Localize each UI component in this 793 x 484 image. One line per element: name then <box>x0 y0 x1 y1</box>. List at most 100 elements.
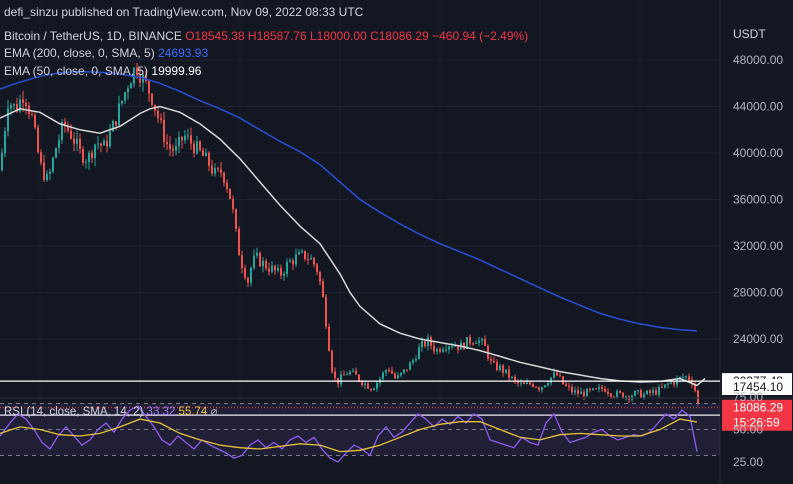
candle-body <box>547 383 549 386</box>
candle-body <box>19 99 21 112</box>
candle-body <box>262 260 264 267</box>
candle-body <box>523 382 525 384</box>
candle-body <box>10 105 12 109</box>
ema200-line <box>0 70 698 332</box>
candle-body <box>529 382 531 385</box>
ema50-legend[interactable]: EMA (50, close, 0, SMA, 5) 19999.96 <box>4 64 201 78</box>
candle-body <box>625 396 627 399</box>
candle-body <box>292 260 294 265</box>
price-axis[interactable]: USDT 48000.00 44000.00 40000.00 36000.00 3200… <box>722 27 792 431</box>
price-tick-label: 40000.00 <box>733 146 783 160</box>
candle-body <box>61 121 63 140</box>
candle-body <box>607 391 609 394</box>
candle-body <box>250 267 252 283</box>
candle-body <box>85 161 87 163</box>
candle-body <box>46 173 48 180</box>
candle-body <box>361 380 363 386</box>
candle-body <box>541 387 543 390</box>
candle-body <box>91 152 93 159</box>
candle-body <box>454 345 456 347</box>
candle-body <box>340 374 342 385</box>
candle-body <box>448 346 450 350</box>
candle-body <box>424 341 426 347</box>
candle-body <box>439 349 441 352</box>
candle-body <box>595 388 597 390</box>
rsi-tick-label: 25.00 <box>733 455 763 469</box>
candle-body <box>373 388 375 391</box>
candle-body <box>274 265 276 271</box>
ema50-label: EMA (50, close, 0, SMA, 5) <box>4 64 149 78</box>
candle-body <box>694 384 696 391</box>
candle-body <box>457 345 459 350</box>
candle-body <box>97 143 99 145</box>
candle-body <box>520 382 522 384</box>
candle-body <box>82 148 84 163</box>
candle-body <box>355 370 357 375</box>
candle-body <box>604 388 606 392</box>
rsi-legend[interactable]: RSI (14, close, SMA, 14, 2) 33.32 55.74 … <box>4 404 217 418</box>
candle-body <box>445 349 447 351</box>
candle-body <box>646 390 648 395</box>
candle-body <box>295 254 297 265</box>
candle-body <box>100 143 102 146</box>
candle-body <box>73 138 75 144</box>
candle-body <box>538 387 540 390</box>
candle-body <box>25 102 27 106</box>
candle-body <box>505 369 507 373</box>
candle-body <box>367 383 369 389</box>
rsi-value: 33.32 <box>146 406 176 418</box>
candle-body <box>175 145 177 151</box>
candle-body <box>652 390 654 393</box>
candle-body <box>157 110 159 119</box>
ema200-legend[interactable]: EMA (200, close, 0, SMA, 5) 24693.93 <box>4 46 208 60</box>
candle-body <box>514 376 516 381</box>
candle-body <box>40 152 42 163</box>
countdown-label: 15:26:59 <box>733 416 780 430</box>
candle-body <box>202 150 204 157</box>
candle-body <box>679 376 681 379</box>
candle-body <box>673 382 675 385</box>
candle-body <box>349 371 351 375</box>
candle-body <box>613 396 615 398</box>
candle-body <box>247 277 249 283</box>
candle-body <box>199 141 201 151</box>
candle-body <box>433 345 435 352</box>
candle-body <box>508 369 510 378</box>
eye-slash-icon[interactable]: ⌀ <box>210 406 218 418</box>
candle-body <box>163 119 165 142</box>
candle-body <box>535 386 537 388</box>
last-price-label: 18086.29 <box>733 401 783 415</box>
candle-body <box>145 74 147 81</box>
symbol-legend[interactable]: Bitcoin / TetherUS, 1D, BINANCE O18545.3… <box>4 29 528 43</box>
candle-body <box>187 135 189 137</box>
candle-body <box>331 350 333 372</box>
candle-body <box>568 385 570 387</box>
candle-body <box>571 386 573 393</box>
candle-body <box>502 365 504 373</box>
candle-body <box>544 385 546 388</box>
candle-body <box>238 229 240 256</box>
candle-body <box>79 138 81 149</box>
candle-body <box>151 93 153 105</box>
high-value: H18587.76 <box>247 29 307 43</box>
candle-body <box>592 388 594 390</box>
candle-body <box>304 250 306 260</box>
candle-body <box>205 152 207 157</box>
candle-body <box>325 296 327 327</box>
candle-body <box>280 268 282 276</box>
candle-body <box>211 165 213 174</box>
candle-body <box>499 365 501 371</box>
candle-body <box>196 141 198 154</box>
price-tick-label: 48000.00 <box>733 53 783 67</box>
candle-body <box>640 390 642 398</box>
candle-body <box>589 388 591 390</box>
candle-body <box>409 362 411 370</box>
rsi-label: RSI (14, close, SMA, 14, 2) <box>4 406 144 418</box>
low-value: L18000.00 <box>309 29 367 43</box>
candle-body <box>364 383 366 386</box>
candle-body <box>388 370 390 372</box>
price-tick-label: 32000.00 <box>733 239 783 253</box>
candle-body <box>37 127 39 153</box>
candle-body <box>58 139 60 149</box>
candle-body <box>391 370 393 374</box>
